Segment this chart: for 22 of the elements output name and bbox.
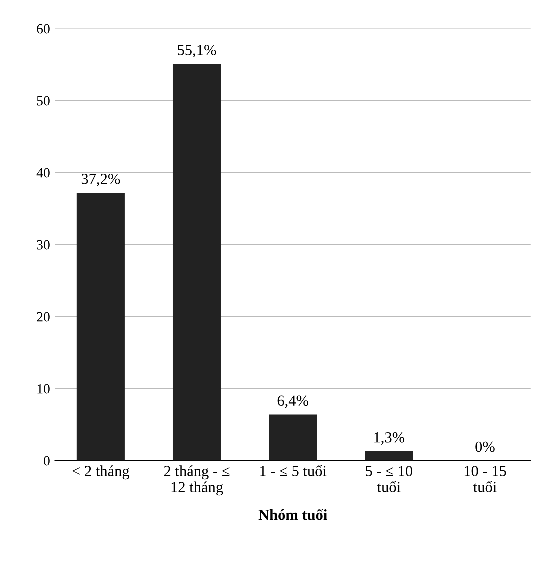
y-tick-label: 50 [37,96,50,106]
y-tick-label: 0 [44,456,50,466]
data-label: 1,3% [374,432,405,445]
bar [172,64,222,461]
y-tick-label: 40 [36,168,50,178]
y-tick-label: 60 [37,24,50,34]
bar [269,414,318,461]
x-tick-label: 10 - 15 tuổi [464,466,506,492]
data-label: 0% [476,442,495,452]
x-tick-label: 1 - ≤ 5 tuổi [260,465,327,476]
data-label: 55,1% [178,45,216,58]
x-tick-label: < 2 tháng [72,466,130,480]
data-label: 6,4% [278,396,308,408]
data-label: 37,2% [82,174,120,186]
bar [76,192,125,461]
x-tick-label: 2 tháng - ≤ 12 tháng [164,466,230,496]
x-axis-title: Nhóm tuổi [258,509,328,520]
x-tick-label: 5 - ≤ 10 tuổi [366,466,413,492]
y-tick-label: 10 [38,384,50,394]
y-tick-label: 20 [37,312,50,322]
y-tick-label: 30 [37,240,50,250]
bar [365,451,414,461]
